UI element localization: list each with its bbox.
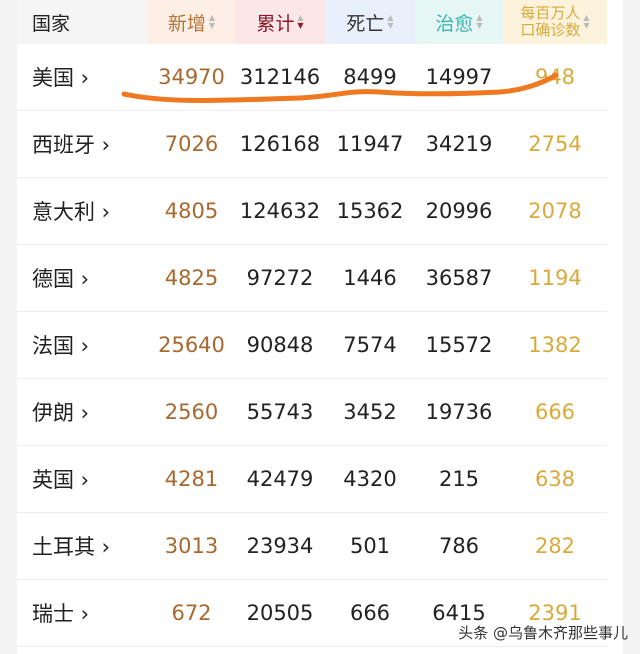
table-row[interactable]: 美国 › 34970 312146 8499 14997 948 [17, 44, 607, 111]
header-total-label: 累计 [256, 12, 295, 35]
new-cases: 4805 [164, 199, 219, 223]
new-cases: 672 [171, 601, 212, 625]
table-row[interactable]: 德国 › 4825 97272 1446 36587 1194 [17, 245, 607, 312]
recovered: 34219 [425, 132, 493, 156]
table-row[interactable]: 英国 › 4281 42479 4320 215 638 [17, 446, 607, 513]
table-header: 国家 新增 ▲ ▼ 累计 ▲ ▼ 死亡 ▲ ▼ 治愈 ▲ ▼ 每百万人 口确诊数 ▲ ▼ [17, 0, 607, 44]
header-deaths-label: 死亡 [346, 12, 385, 35]
deaths: 666 [349, 601, 391, 625]
cases-per-million: 1194 [528, 266, 582, 290]
country-link[interactable]: 西班牙 › [32, 133, 111, 157]
table-row[interactable]: 法国 › 25640 90848 7574 15572 1382 [17, 312, 607, 379]
sort-desc-icon: ▲ ▼ [297, 13, 304, 30]
country-link[interactable]: 伊朗 › [32, 401, 90, 425]
recovered: 36587 [425, 266, 493, 290]
header-new-label: 新增 [167, 12, 206, 35]
cases-per-million: 666 [534, 400, 576, 424]
cases-per-million: 282 [534, 534, 576, 558]
country-link[interactable]: 意大利 › [32, 200, 111, 224]
new-cases: 3013 [164, 534, 219, 558]
recovered: 215 [438, 467, 480, 491]
country-link[interactable]: 德国 › [32, 267, 90, 291]
cases-per-million: 948 [534, 65, 576, 89]
deaths: 15362 [336, 199, 404, 223]
sort-icon: ▲ ▼ [583, 13, 590, 30]
total-cases: 124632 [239, 199, 321, 223]
per-million-line2: 口确诊数 [520, 21, 581, 39]
table-body: 美国 › 34970 312146 8499 14997 948 西班牙 › 7026 1261… [17, 44, 607, 647]
deaths: 4320 [343, 467, 397, 491]
header-deaths-sort[interactable]: 死亡 ▲ ▼ [325, 0, 415, 44]
header-recovered-sort[interactable]: 治愈 ▲ ▼ [415, 0, 503, 44]
recovered: 6415 [432, 601, 486, 625]
sort-icon: ▲ ▼ [476, 13, 483, 30]
recovered: 14997 [425, 65, 493, 89]
total-cases: 20505 [246, 601, 314, 625]
sort-icon: ▲ ▼ [208, 13, 216, 30]
table-row[interactable]: 意大利 › 4805 124632 15362 20996 2078 [17, 178, 607, 245]
header-recovered-label: 治愈 [435, 12, 474, 35]
deaths: 501 [349, 534, 391, 558]
new-cases: 7026 [164, 132, 219, 156]
watermark: 头条 @乌鲁木齐那些事儿 [458, 624, 628, 642]
deaths: 3452 [343, 400, 397, 424]
country-link[interactable]: 法国 › [32, 334, 90, 358]
deaths: 7574 [343, 333, 397, 357]
deaths: 8499 [343, 65, 397, 89]
cases-per-million: 638 [534, 467, 576, 491]
deaths: 11947 [336, 132, 404, 156]
total-cases: 42479 [246, 467, 314, 491]
total-cases: 90848 [246, 333, 314, 357]
header-country: 国家 [17, 0, 148, 44]
sort-icon: ▲ ▼ [387, 13, 394, 30]
cases-per-million: 2078 [528, 199, 582, 223]
new-cases: 2560 [164, 400, 219, 424]
deaths: 1446 [343, 266, 397, 290]
country-link[interactable]: 瑞士 › [32, 602, 90, 626]
country-link[interactable]: 土耳其 › [32, 535, 111, 559]
new-cases: 4281 [164, 467, 219, 491]
cases-per-million: 2754 [528, 132, 582, 156]
table-row[interactable]: 西班牙 › 7026 126168 11947 34219 2754 [17, 111, 607, 178]
total-cases: 312146 [239, 65, 321, 89]
total-cases: 126168 [239, 132, 321, 156]
per-million-line1: 每百万人 [520, 4, 581, 22]
table-row[interactable]: 瑞士 › 672 20505 666 6415 2391 [17, 580, 607, 647]
recovered: 15572 [425, 333, 493, 357]
header-total-sort[interactable]: 累计 ▲ ▼ [235, 0, 325, 44]
recovered: 786 [438, 534, 480, 558]
table-row[interactable]: 伊朗 › 2560 55743 3452 19736 666 [17, 379, 607, 446]
new-cases: 34970 [158, 65, 225, 89]
cases-per-million: 1382 [528, 333, 582, 357]
cases-per-million: 2391 [528, 601, 582, 625]
country-link[interactable]: 英国 › [32, 468, 90, 492]
table-row[interactable]: 土耳其 › 3013 23934 501 786 282 [17, 513, 607, 580]
header-per-million-label: 每百万人 口确诊数 [520, 5, 580, 39]
new-cases: 25640 [158, 333, 225, 357]
header-country-label: 国家 [32, 12, 71, 35]
recovered: 20996 [425, 199, 493, 223]
recovered: 19736 [425, 400, 493, 424]
country-link[interactable]: 美国 › [32, 66, 90, 90]
header-new-sort[interactable]: 新增 ▲ ▼ [148, 0, 235, 44]
header-per-million-sort[interactable]: 每百万人 口确诊数 ▲ ▼ [503, 0, 607, 44]
table-card [17, 0, 623, 654]
new-cases: 4825 [164, 266, 219, 290]
total-cases: 97272 [246, 266, 314, 290]
total-cases: 23934 [246, 534, 314, 558]
total-cases: 55743 [246, 400, 314, 424]
